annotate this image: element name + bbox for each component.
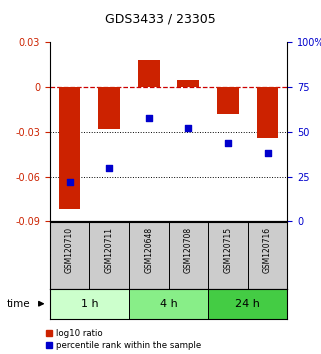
Text: 1 h: 1 h xyxy=(81,298,98,309)
Text: GSM120648: GSM120648 xyxy=(144,227,153,273)
Point xyxy=(107,165,112,171)
Text: 4 h: 4 h xyxy=(160,298,178,309)
Point xyxy=(146,115,151,120)
Bar xyxy=(50,289,129,319)
Bar xyxy=(256,87,278,138)
Bar xyxy=(129,289,208,319)
Text: GSM120710: GSM120710 xyxy=(65,227,74,273)
Bar xyxy=(138,61,160,87)
Text: GSM120711: GSM120711 xyxy=(105,227,114,273)
Text: 24 h: 24 h xyxy=(235,298,260,309)
Text: GSM120716: GSM120716 xyxy=(263,227,272,273)
Legend: log10 ratio, percentile rank within the sample: log10 ratio, percentile rank within the … xyxy=(46,329,202,350)
Point xyxy=(265,150,270,156)
Point xyxy=(67,179,72,185)
Text: GSM120715: GSM120715 xyxy=(223,227,232,273)
Bar xyxy=(178,80,199,87)
Text: time: time xyxy=(6,299,30,309)
Text: GDS3433 / 23305: GDS3433 / 23305 xyxy=(105,12,216,25)
Point xyxy=(225,140,230,145)
Bar xyxy=(217,87,239,114)
Text: GSM120708: GSM120708 xyxy=(184,227,193,273)
Point xyxy=(186,125,191,131)
Bar xyxy=(208,289,287,319)
Bar xyxy=(98,87,120,129)
Bar xyxy=(59,87,81,209)
